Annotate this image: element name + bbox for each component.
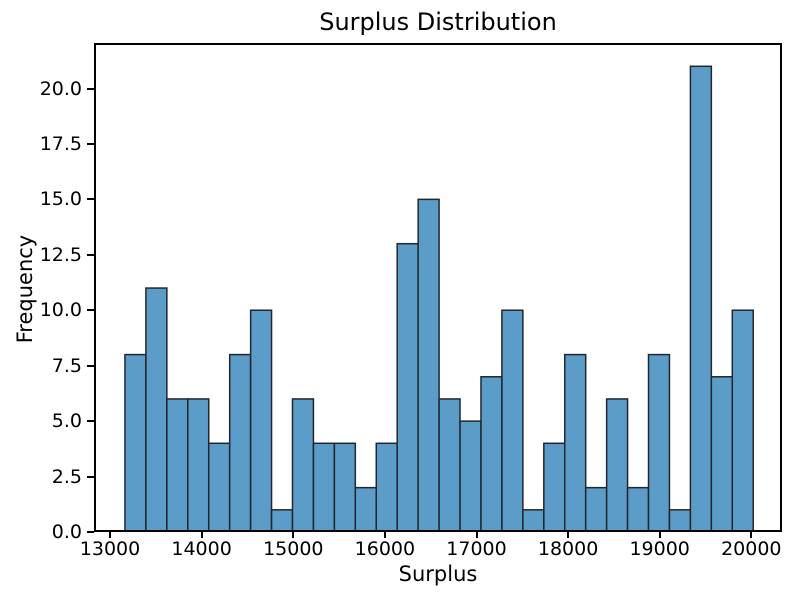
histogram-bar: [668, 509, 692, 532]
histogram-bar: [375, 442, 398, 532]
chart-title: Surplus Distribution: [319, 8, 557, 36]
histogram-bar: [333, 442, 357, 532]
x-tick-label: 16000: [354, 538, 416, 560]
histogram-bar: [417, 198, 440, 532]
x-tick-label: 20000: [721, 538, 782, 560]
y-tick-mark: [87, 364, 94, 367]
histogram-bar: [207, 442, 231, 532]
histogram-bar: [354, 486, 378, 532]
x-tick-mark: [200, 531, 203, 538]
histogram-bars-layer: [94, 43, 782, 532]
x-tick-mark: [658, 531, 661, 538]
histogram-bar: [710, 376, 734, 532]
y-tick-label: 10.0: [39, 299, 82, 322]
x-tick-label: 14000: [171, 538, 232, 560]
histogram-bar: [543, 442, 566, 532]
histogram-bar: [584, 486, 608, 532]
y-tick-mark: [87, 309, 94, 312]
histogram-bar: [438, 398, 461, 532]
histogram-bar: [564, 353, 587, 532]
y-tick-label: 12.5: [39, 243, 82, 266]
y-tick-mark: [87, 531, 94, 533]
histogram-bar: [291, 398, 315, 532]
y-tick-label: 17.5: [39, 132, 82, 155]
x-tick-mark: [383, 531, 386, 538]
histogram-bar: [605, 398, 629, 532]
x-tick-mark: [292, 531, 295, 538]
histogram-bar: [249, 309, 273, 532]
y-tick-label: 5.0: [51, 410, 82, 433]
histogram-bar: [689, 65, 713, 532]
histogram-bar: [459, 420, 482, 532]
y-tick-mark: [87, 420, 94, 423]
histogram-bar: [480, 376, 503, 532]
histogram-bar: [731, 309, 754, 532]
histogram-bar: [270, 509, 294, 532]
y-tick-mark: [87, 253, 94, 256]
x-tick-mark: [750, 531, 753, 538]
x-tick-label: 19000: [629, 538, 690, 560]
y-tick-mark: [87, 87, 94, 90]
y-tick-label: 20.0: [39, 77, 82, 100]
y-tick-label: 15.0: [39, 188, 82, 211]
y-tick-mark: [87, 198, 94, 201]
y-tick-mark: [87, 475, 94, 478]
x-tick-label: 17000: [446, 538, 507, 560]
x-tick-mark: [567, 531, 570, 538]
y-tick-label: 2.5: [51, 465, 82, 488]
histogram-bar: [187, 398, 210, 532]
histogram-bar: [396, 242, 419, 532]
y-tick-label: 7.5: [51, 354, 82, 377]
y-tick-mark: [87, 142, 94, 145]
x-axis-label: Surplus: [398, 562, 478, 586]
histogram-bar: [647, 353, 671, 532]
histogram-bar: [166, 398, 189, 532]
plot-area: [94, 43, 782, 532]
histogram-bar: [124, 353, 147, 532]
histogram-bar: [501, 309, 524, 532]
axes-spines: [94, 43, 782, 532]
x-tick-mark: [109, 531, 111, 538]
histogram-bar: [228, 353, 252, 532]
x-tick-mark: [475, 531, 478, 538]
x-tick-label: 15000: [263, 538, 324, 560]
y-tick-label: 0.0: [51, 521, 82, 543]
x-tick-label: 13000: [79, 538, 141, 560]
histogram-bar: [312, 442, 336, 532]
x-tick-label: 18000: [537, 538, 599, 560]
histogram-bar: [522, 509, 545, 532]
histogram-bar: [626, 486, 650, 532]
histogram-bar: [145, 287, 168, 532]
